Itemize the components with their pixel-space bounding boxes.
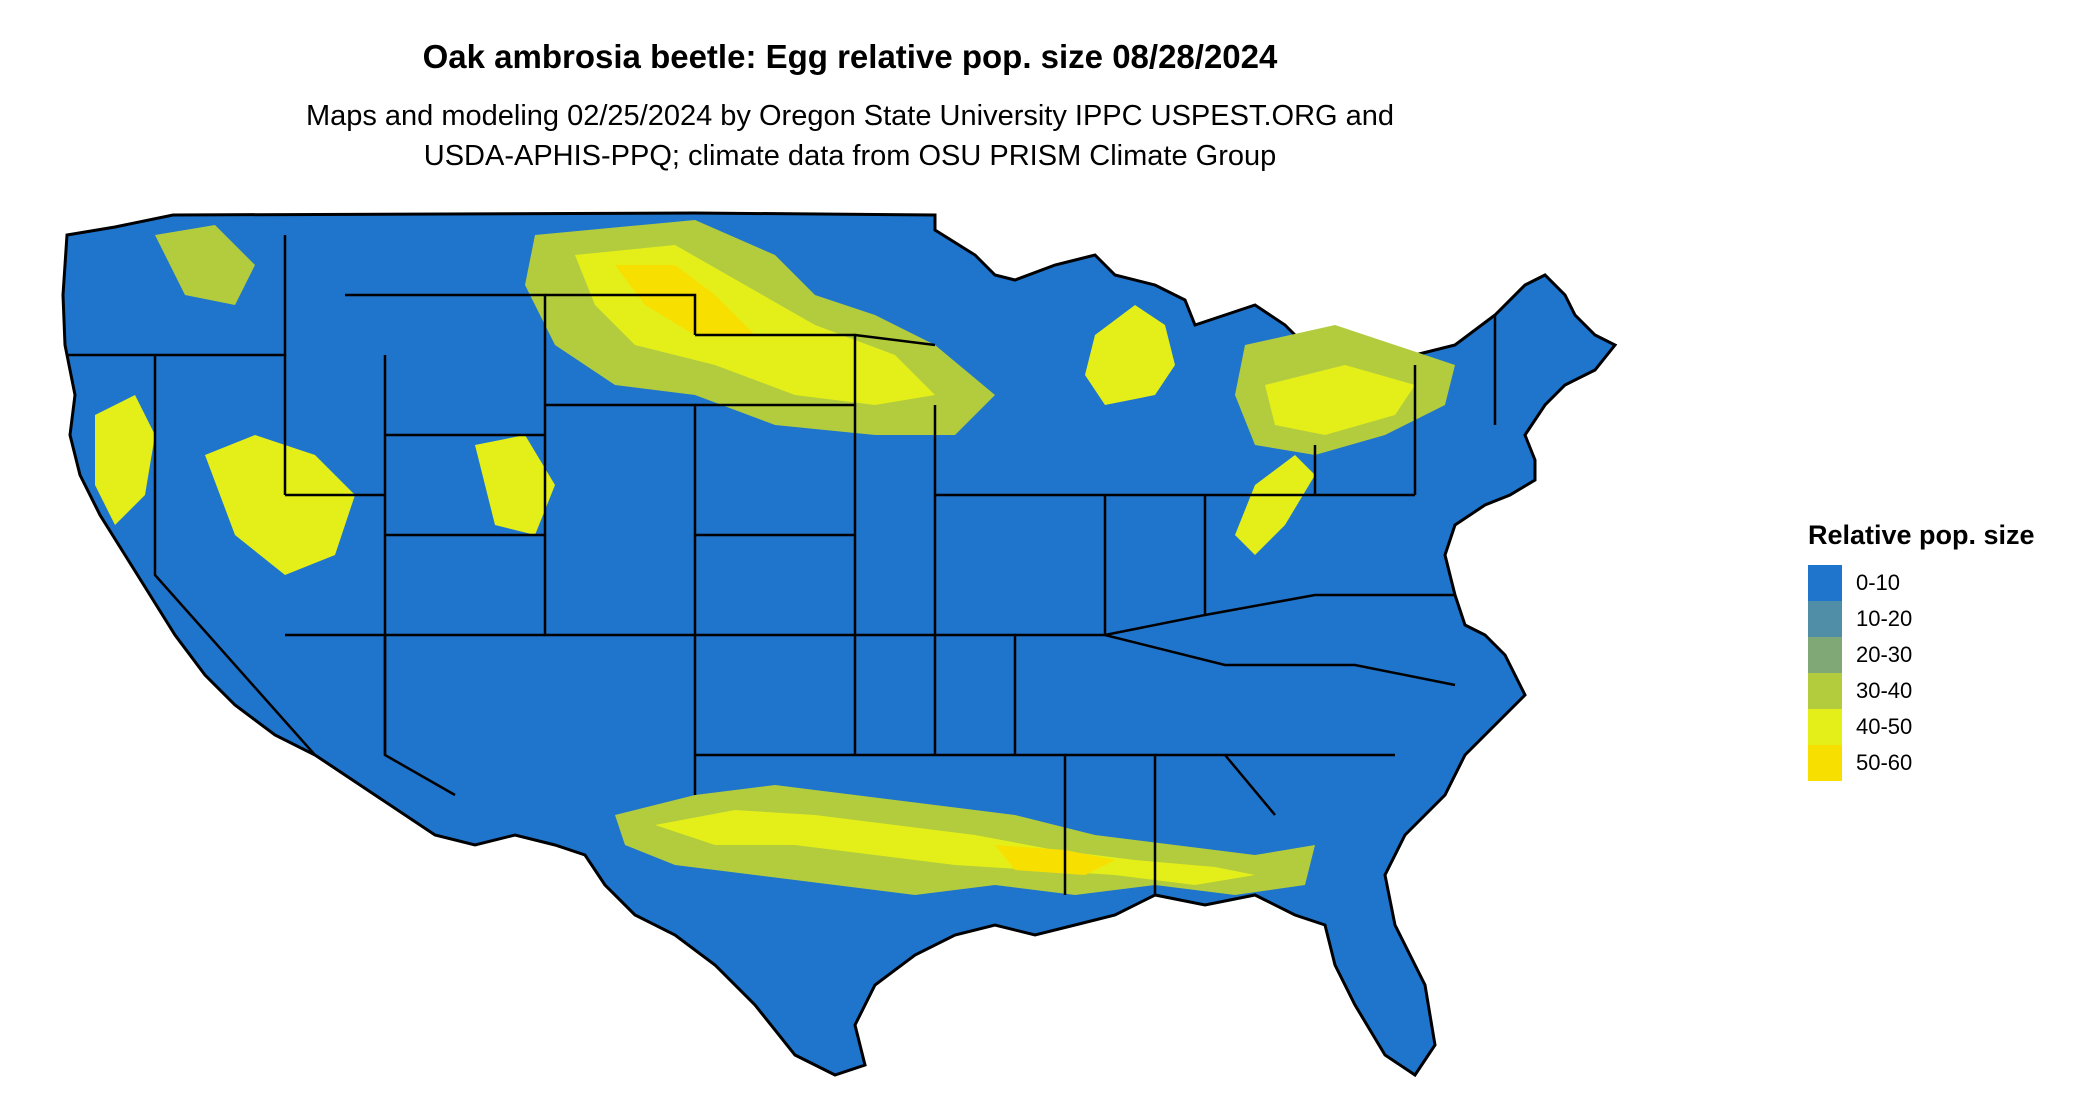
legend: Relative pop. size 0-10 10-20 20-30 30-4…: [1808, 520, 2035, 781]
subtitle-line-2: USDA-APHIS-PPQ; climate data from OSU PR…: [423, 140, 1277, 172]
zone-northeast-core: [1265, 365, 1415, 435]
legend-swatch: [1808, 565, 1842, 601]
legend-swatch: [1808, 637, 1842, 673]
zone-michigan: [1085, 305, 1175, 405]
map-title: Oak ambrosia beetle: Egg relative pop. s…: [422, 38, 1278, 75]
legend-item-20-30: 20-30: [1808, 637, 2035, 673]
zone-gulf-coast-core: [655, 810, 1255, 885]
legend-item-50-60: 50-60: [1808, 745, 2035, 781]
legend-item-40-50: 40-50: [1808, 709, 2035, 745]
legend-label: 10-20: [1856, 606, 1913, 631]
legend-label: 40-50: [1856, 714, 1913, 739]
zone-great-basin: [205, 435, 355, 575]
legend-label: 30-40: [1856, 678, 1913, 703]
legend-title: Relative pop. size: [1808, 520, 2035, 550]
state-borders: [67, 235, 1497, 895]
legend-item-30-40: 30-40: [1808, 673, 2035, 709]
legend-item-0-10: 0-10: [1808, 565, 2035, 601]
zone-pacific-nw: [155, 225, 255, 305]
legend-label: 20-30: [1856, 642, 1913, 667]
zone-dakota-gold: [615, 265, 755, 335]
us-map: [61, 211, 1618, 1078]
zone-west-coast: [95, 395, 155, 525]
subtitle-line-1: Maps and modeling 02/25/2024 by Oregon S…: [305, 100, 1395, 132]
legend-swatch: [1808, 745, 1842, 781]
zone-appalachia: [1235, 455, 1315, 555]
legend-swatch: [1808, 601, 1842, 637]
legend-swatch: [1808, 673, 1842, 709]
zone-rockies: [475, 435, 555, 535]
legend-item-10-20: 10-20: [1808, 601, 2035, 637]
legend-swatch: [1808, 709, 1842, 745]
zone-louisiana-gold: [995, 845, 1115, 875]
legend-label: 0-10: [1856, 570, 1901, 595]
high-population-zones: [95, 220, 1455, 895]
legend-label: 50-60: [1856, 750, 1913, 775]
map-subtitle: Maps and modeling 02/25/2024 by Oregon S…: [0, 96, 1700, 176]
